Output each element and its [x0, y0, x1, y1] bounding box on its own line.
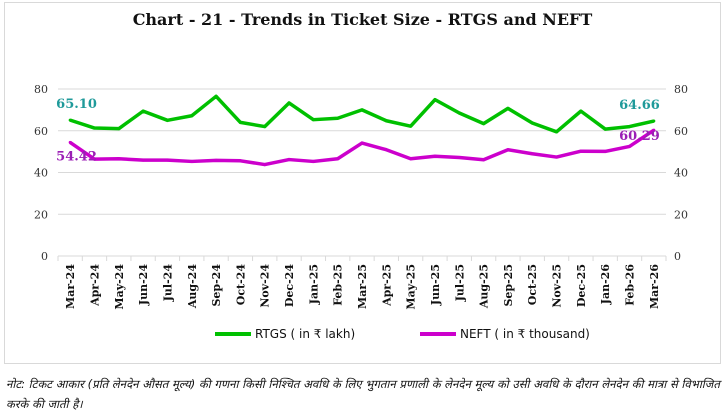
- data-point: [530, 152, 534, 156]
- data-point: [628, 125, 632, 129]
- x-tick-label: Jun-24: [137, 264, 150, 306]
- y-tick-label: 0: [41, 250, 48, 263]
- y2-tick-label: 60: [674, 125, 688, 138]
- y2-tick-label: 80: [674, 83, 688, 96]
- data-point: [117, 157, 121, 161]
- y2-tick-label: 20: [674, 208, 688, 221]
- footnote: नोट: टिकट आकार (प्रति लेनदेन औसत मूल्य) …: [6, 377, 720, 411]
- data-point: [68, 118, 72, 122]
- data-point: [555, 130, 559, 134]
- x-tick-label: Dec-25: [575, 264, 588, 307]
- data-point: [652, 119, 656, 123]
- data-point: [141, 158, 145, 162]
- data-point: [287, 101, 291, 105]
- x-tick-label: Oct-24: [234, 264, 247, 306]
- data-point: [238, 120, 242, 124]
- data-point: [360, 108, 364, 112]
- data-point: [141, 109, 145, 113]
- data-point: [336, 157, 340, 161]
- data-point: [214, 94, 218, 98]
- data-point: [433, 98, 437, 102]
- x-tick-label: Sep-25: [502, 264, 515, 307]
- chart-title: Chart - 21 - Trends in Ticket Size - RTG…: [132, 10, 593, 29]
- data-point: [336, 116, 340, 120]
- x-tick-label: Mar-26: [648, 264, 661, 309]
- data-point: [384, 119, 388, 123]
- data-label: 54.42: [56, 149, 97, 164]
- x-tick-label: May-25: [405, 264, 418, 310]
- y2-tick-label: 40: [674, 167, 688, 180]
- x-tick-label: Jan-26: [599, 264, 612, 306]
- x-tick-label: Apr-24: [88, 264, 101, 307]
- data-point: [311, 159, 315, 163]
- data-point: [384, 148, 388, 152]
- data-point: [603, 127, 607, 131]
- x-tick-label: Dec-24: [283, 264, 296, 307]
- chart-frame: [4, 2, 721, 364]
- data-point: [603, 149, 607, 153]
- x-tick-label: Aug-25: [478, 264, 491, 309]
- data-point: [457, 111, 461, 115]
- data-point: [287, 158, 291, 162]
- data-point: [530, 121, 534, 125]
- data-point: [506, 148, 510, 152]
- data-point: [165, 118, 169, 122]
- y-tick-label: 80: [34, 83, 48, 96]
- data-point: [190, 159, 194, 163]
- data-point: [117, 127, 121, 131]
- data-point: [652, 128, 656, 132]
- data-point: [263, 125, 267, 129]
- line-chart: 0 0 20 20 40 40 60 60 80 80 Mar-24 Apr-24 May-24 Jun-…: [34, 83, 688, 341]
- data-point: [457, 155, 461, 159]
- y-tick-label: 20: [34, 208, 48, 221]
- y-tick-label: 40: [34, 167, 48, 180]
- data-point: [628, 144, 632, 148]
- data-point: [68, 140, 72, 144]
- x-tick-label: Mar-25: [356, 264, 369, 309]
- x-tick-label: Jul-24: [161, 264, 174, 303]
- y2-tick-label: 0: [674, 250, 681, 263]
- data-point: [214, 158, 218, 162]
- data-point: [92, 157, 96, 161]
- x-tick-label: Aug-24: [186, 264, 199, 309]
- data-point: [579, 149, 583, 153]
- data-label: 60.29: [619, 129, 660, 144]
- data-point: [360, 141, 364, 145]
- data-point: [555, 155, 559, 159]
- data-point: [482, 158, 486, 162]
- data-point: [190, 114, 194, 118]
- x-tick-label: Feb-25: [332, 264, 345, 306]
- x-tick-label: Jul-25: [453, 264, 466, 302]
- x-tick-label: Oct-25: [526, 264, 539, 305]
- x-tick-label: May-24: [113, 264, 126, 310]
- data-point: [92, 126, 96, 130]
- x-tick-label: Jan-25: [307, 264, 320, 305]
- data-point: [482, 122, 486, 126]
- data-point: [409, 124, 413, 128]
- data-label: 65.10: [56, 97, 97, 112]
- data-point: [238, 159, 242, 163]
- legend-label: RTGS ( in ₹ lakh): [255, 327, 355, 341]
- x-tick-label: Sep-24: [210, 264, 223, 307]
- data-point: [409, 157, 413, 161]
- x-tick-label: Nov-25: [551, 264, 564, 308]
- data-point: [579, 109, 583, 113]
- x-tick-label: Apr-25: [380, 264, 393, 307]
- series-line-rtgs: [69, 94, 655, 134]
- legend-label: NEFT ( in ₹ thousand): [460, 327, 590, 341]
- y-tick-label: 60: [34, 125, 48, 138]
- x-tick-label: Mar-24: [64, 264, 77, 309]
- data-point: [263, 163, 267, 167]
- series-line-neft: [69, 128, 655, 167]
- data-point: [311, 118, 315, 122]
- x-tick-label: Nov-24: [259, 264, 272, 308]
- x-tick-label: Jun-25: [429, 264, 442, 306]
- data-point: [165, 158, 169, 162]
- data-point: [506, 106, 510, 110]
- x-tick-label: Feb-26: [624, 264, 637, 306]
- data-point: [433, 154, 437, 158]
- data-label: 64.66: [619, 98, 660, 113]
